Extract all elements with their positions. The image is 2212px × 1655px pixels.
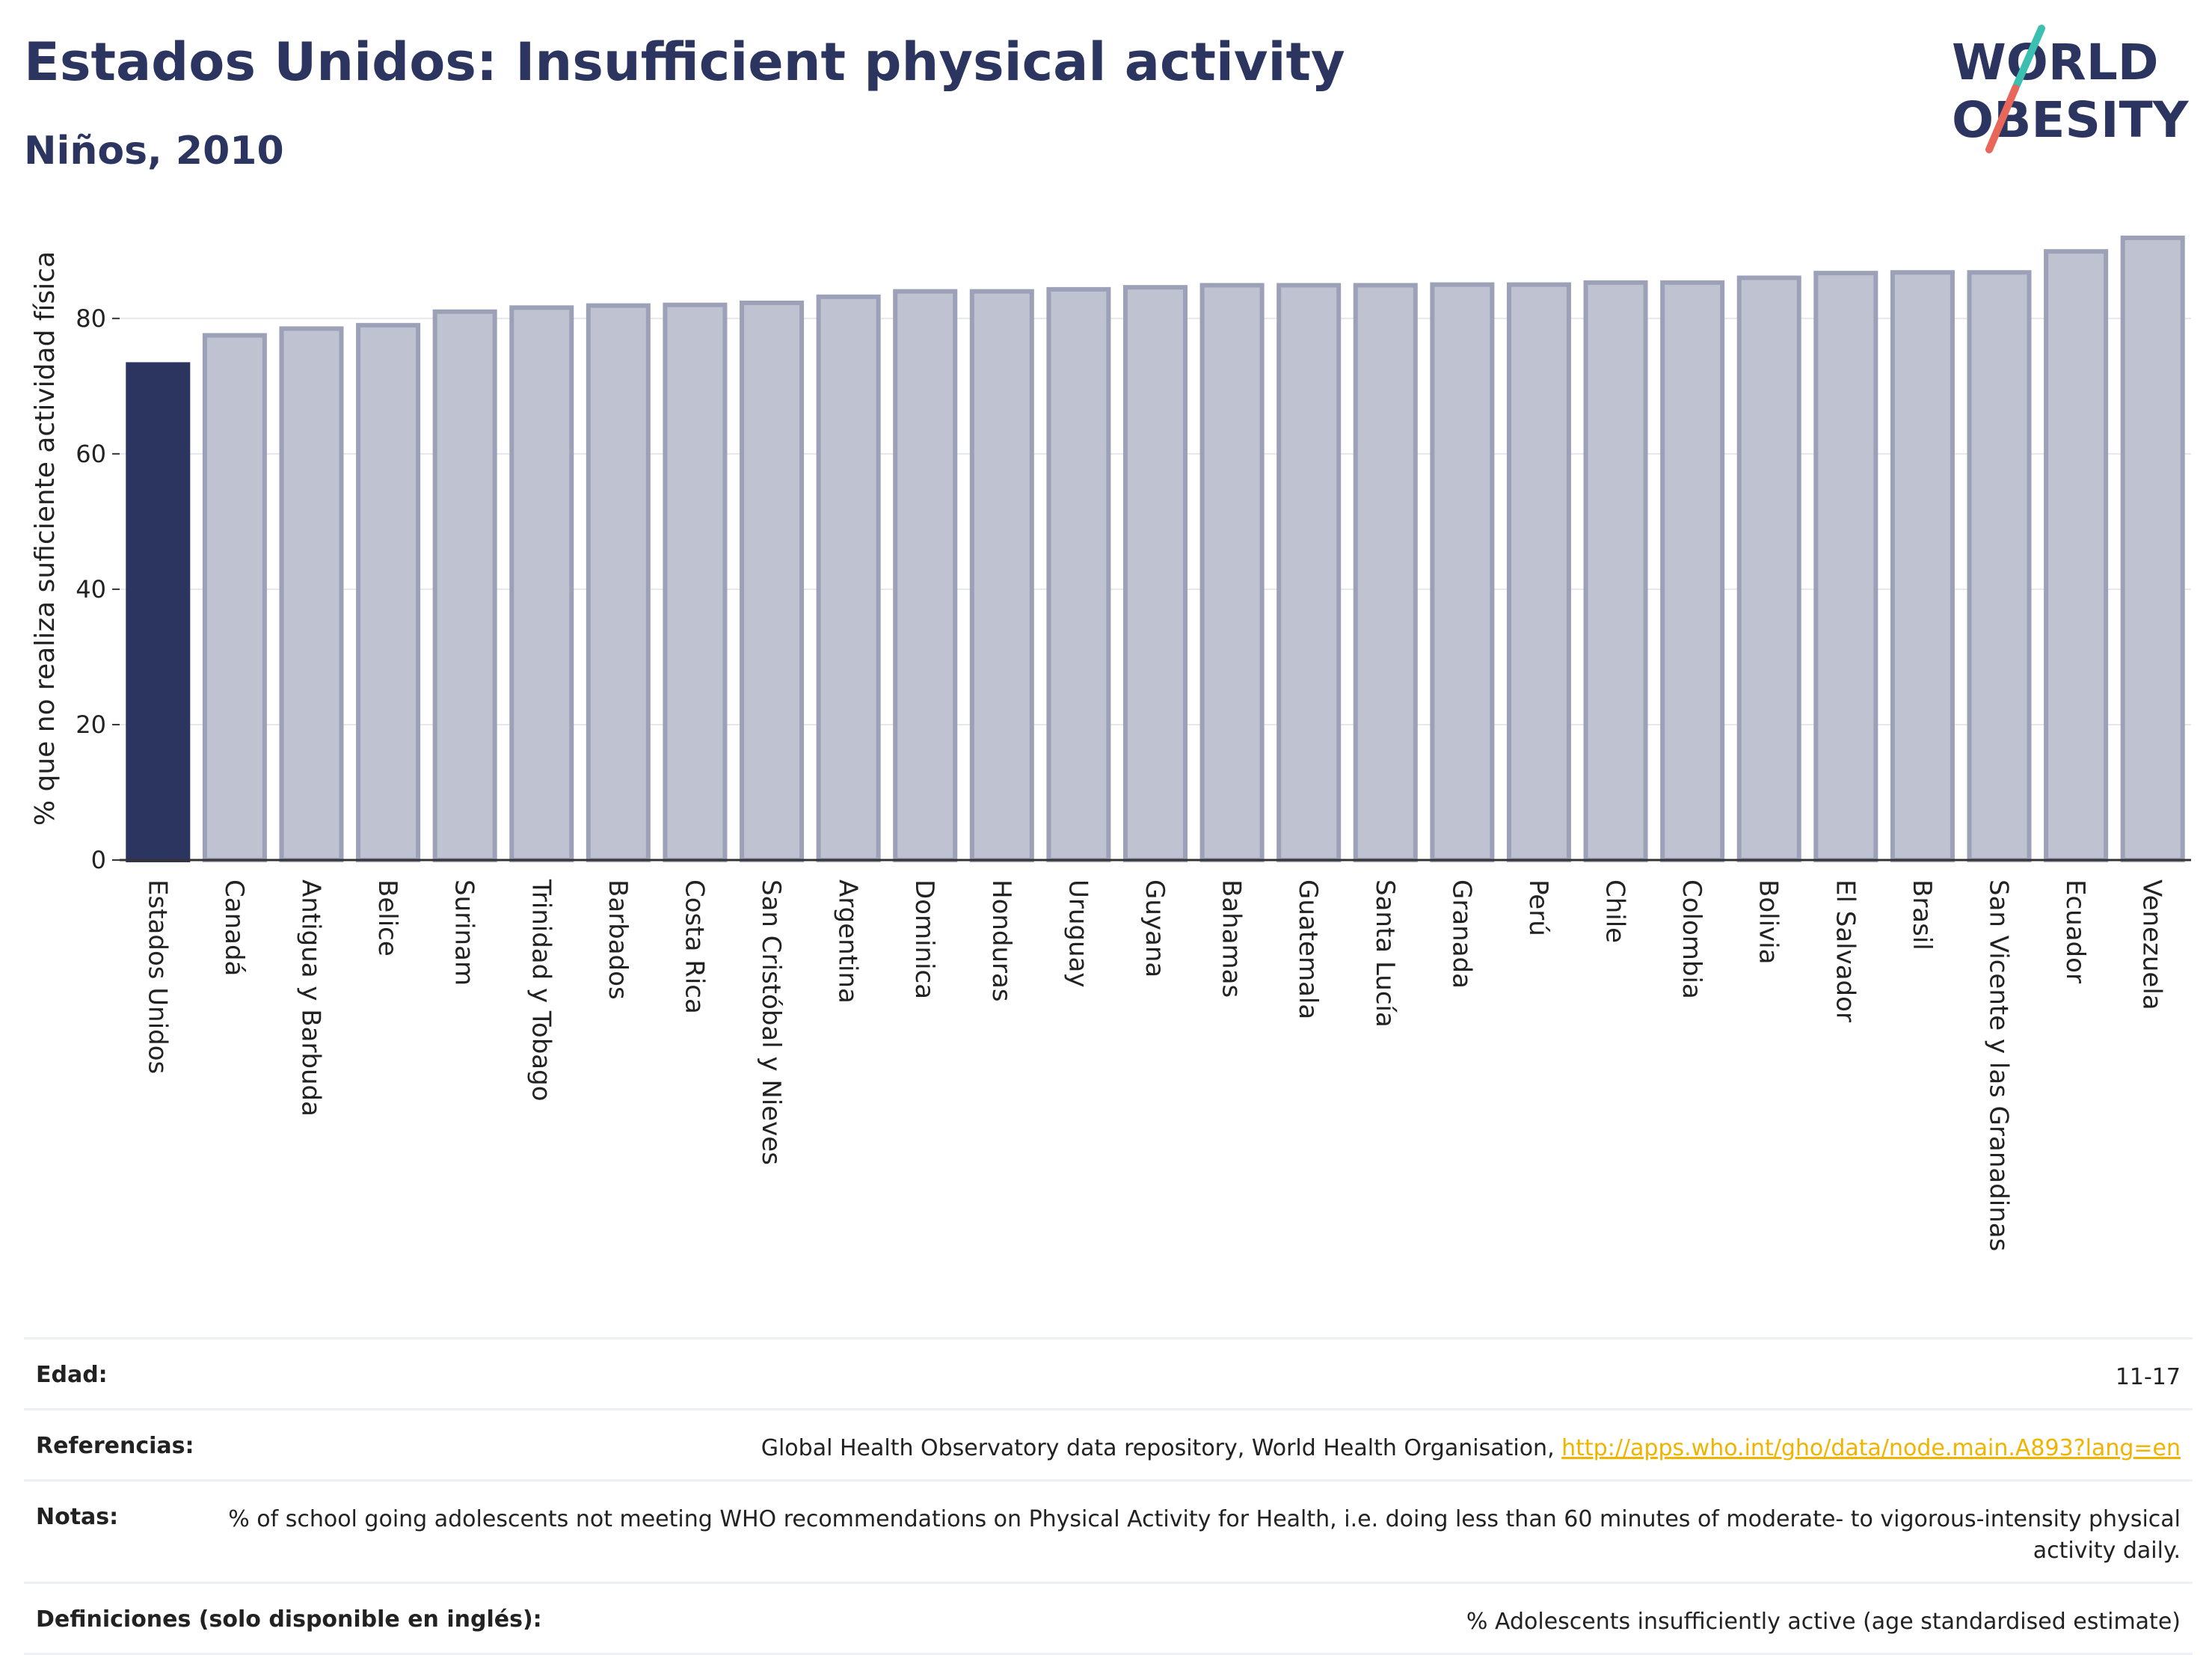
bar-costa-rica xyxy=(663,302,728,862)
bar-argentina xyxy=(816,294,881,862)
bar-estados-unidos xyxy=(126,362,191,863)
meta-row: Definiciones (solo disponible en inglés)… xyxy=(24,1582,2193,1655)
meta-value: Global Health Observatory data repositor… xyxy=(761,1433,2181,1464)
x-tick-label: Trinidad y Tobago xyxy=(526,879,556,1102)
chart-title: Estados Unidos: Insufficient physical ac… xyxy=(24,31,1345,93)
bar-bolivia xyxy=(1736,275,1801,862)
x-tick-label: Dominica xyxy=(909,879,939,999)
bar-san-vicente-y-las-granadinas xyxy=(1967,270,2032,862)
bar-uruguay xyxy=(1046,286,1111,862)
x-tick-label: Argentina xyxy=(833,879,863,1004)
x-tick-label: Guyana xyxy=(1140,879,1170,977)
meta-key: Edad: xyxy=(36,1362,108,1388)
x-tick-label: Bahamas xyxy=(1217,879,1247,998)
bar-brasil xyxy=(1890,270,1955,862)
bar-perú xyxy=(1506,282,1571,862)
x-tick-label: Venezuela xyxy=(2137,879,2167,1010)
logo-text-world: WORLD xyxy=(1952,34,2159,91)
x-tick-label: Antigua y Barbuda xyxy=(295,879,325,1117)
y-axis-label: % que no realiza suficiente actividad fí… xyxy=(30,251,61,826)
bar-barbados xyxy=(586,303,651,862)
metadata-table: Edad: 11-17 Referencias: Global Health Obse… xyxy=(24,1337,2193,1655)
bar-bahamas xyxy=(1199,283,1265,862)
logo-slash-coral xyxy=(1985,85,2019,153)
meta-value-text: % of school going adolescents not meetin… xyxy=(228,1506,2181,1564)
y-tick-label: 20 xyxy=(76,710,106,739)
x-tick-label: Barbados xyxy=(603,879,633,1000)
bar-canadá xyxy=(202,333,267,862)
bar-dominica xyxy=(893,289,958,863)
meta-value: 11-17 xyxy=(2116,1362,2181,1393)
x-tick-label: San Cristóbal y Nieves xyxy=(756,879,786,1165)
x-tick-label: Perú xyxy=(1523,879,1553,936)
bar-santa-lucía xyxy=(1353,283,1418,862)
y-tick-label: 80 xyxy=(76,304,106,333)
x-tick-label: Granada xyxy=(1446,879,1476,989)
y-tick-label: 0 xyxy=(91,846,106,874)
y-tick-label: 40 xyxy=(76,575,106,604)
x-tick-label: Surinam xyxy=(449,879,479,986)
y-axis-ticks: 0 20 40 60 80 xyxy=(76,304,120,874)
x-tick-label: Canadá xyxy=(219,879,249,976)
meta-value-text: % Adolescents insufficiently active (age… xyxy=(1466,1609,2181,1635)
y-tick-label: 60 xyxy=(76,440,106,468)
x-tick-label: Uruguay xyxy=(1063,879,1093,988)
x-tick-label: Estados Unidos xyxy=(142,879,172,1074)
meta-value-text: 11-17 xyxy=(2115,1364,2181,1390)
bar-trinidad-y-tobago xyxy=(509,305,574,863)
x-tick-label: Bolivia xyxy=(1754,879,1784,964)
x-tick-label: Brasil xyxy=(1907,879,1937,951)
logo-slash-teal xyxy=(2012,25,2045,92)
x-tick-label: Belice xyxy=(372,879,402,957)
x-tick-label: Santa Lucía xyxy=(1370,879,1400,1028)
x-axis-labels: Estados Unidos Canadá Antigua y Barbuda Bel… xyxy=(142,879,2166,1251)
meta-key: Referencias: xyxy=(36,1433,194,1459)
bar-honduras xyxy=(969,289,1034,863)
bar-surinam xyxy=(432,309,497,863)
bar-colombia xyxy=(1660,280,1725,862)
x-tick-label: Honduras xyxy=(986,879,1016,1002)
meta-row: Referencias: Global Health Observatory da… xyxy=(24,1408,2193,1479)
meta-value-text: Global Health Observatory data repositor… xyxy=(761,1435,1562,1461)
bars xyxy=(126,236,2185,863)
x-tick-label: Colombia xyxy=(1677,879,1706,999)
meta-row: Notas: % of school going adolescents not … xyxy=(24,1479,2193,1582)
bar-guatemala xyxy=(1276,283,1342,862)
world-obesity-logo: WORLD OBESITY xyxy=(1952,25,2190,153)
meta-row: Edad: 11-17 xyxy=(24,1337,2193,1408)
bar-granada xyxy=(1430,282,1495,862)
x-tick-label: Costa Rica xyxy=(679,879,709,1014)
meta-key: Notas: xyxy=(36,1504,119,1530)
x-tick-label: El Salvador xyxy=(1830,879,1860,1022)
x-tick-label: Chile xyxy=(1600,879,1630,943)
x-tick-label: San Vicente y las Granadinas xyxy=(1984,879,2014,1251)
bar-chart: 0 20 40 60 80 Estados Unidos Canadá Antigua y … xyxy=(30,236,2191,1251)
bar-venezuela xyxy=(2120,236,2185,862)
bar-el-salvador xyxy=(1813,271,1878,862)
meta-value: % Adolescents insufficiently active (age… xyxy=(1466,1606,2181,1638)
bar-ecuador xyxy=(2044,249,2109,863)
bar-san-cristóbal-y-nieves xyxy=(740,300,805,862)
meta-value: % of school going adolescents not meetin… xyxy=(148,1504,2181,1567)
bar-belice xyxy=(356,322,421,862)
x-tick-label: Guatemala xyxy=(1293,879,1323,1019)
meta-key: Definiciones (solo disponible en inglés)… xyxy=(36,1606,542,1633)
bar-chile xyxy=(1583,280,1648,862)
chart-subtitle: Niños, 2010 xyxy=(24,129,284,174)
x-tick-label: Ecuador xyxy=(2060,879,2090,983)
bar-antigua-y-barbuda xyxy=(279,326,344,862)
reference-link[interactable]: http://apps.who.int/gho/data/node.main.A… xyxy=(1561,1435,2181,1461)
bar-guyana xyxy=(1122,285,1188,863)
